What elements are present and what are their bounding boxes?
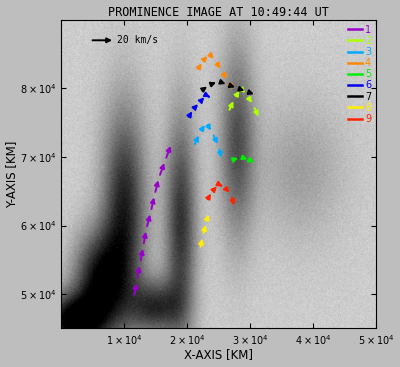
Y-axis label: Y-AXIS [KM]: Y-AXIS [KM] [6, 140, 18, 208]
X-axis label: X-AXIS [KM]: X-AXIS [KM] [184, 348, 253, 361]
Legend: 1, 2, 3, 4, 5, 6, 7, 8, 9: 1, 2, 3, 4, 5, 6, 7, 8, 9 [346, 23, 373, 126]
Text: 20 km/s: 20 km/s [118, 35, 158, 45]
Title: PROMINENCE IMAGE AT 10:49:44 UT: PROMINENCE IMAGE AT 10:49:44 UT [108, 6, 329, 19]
